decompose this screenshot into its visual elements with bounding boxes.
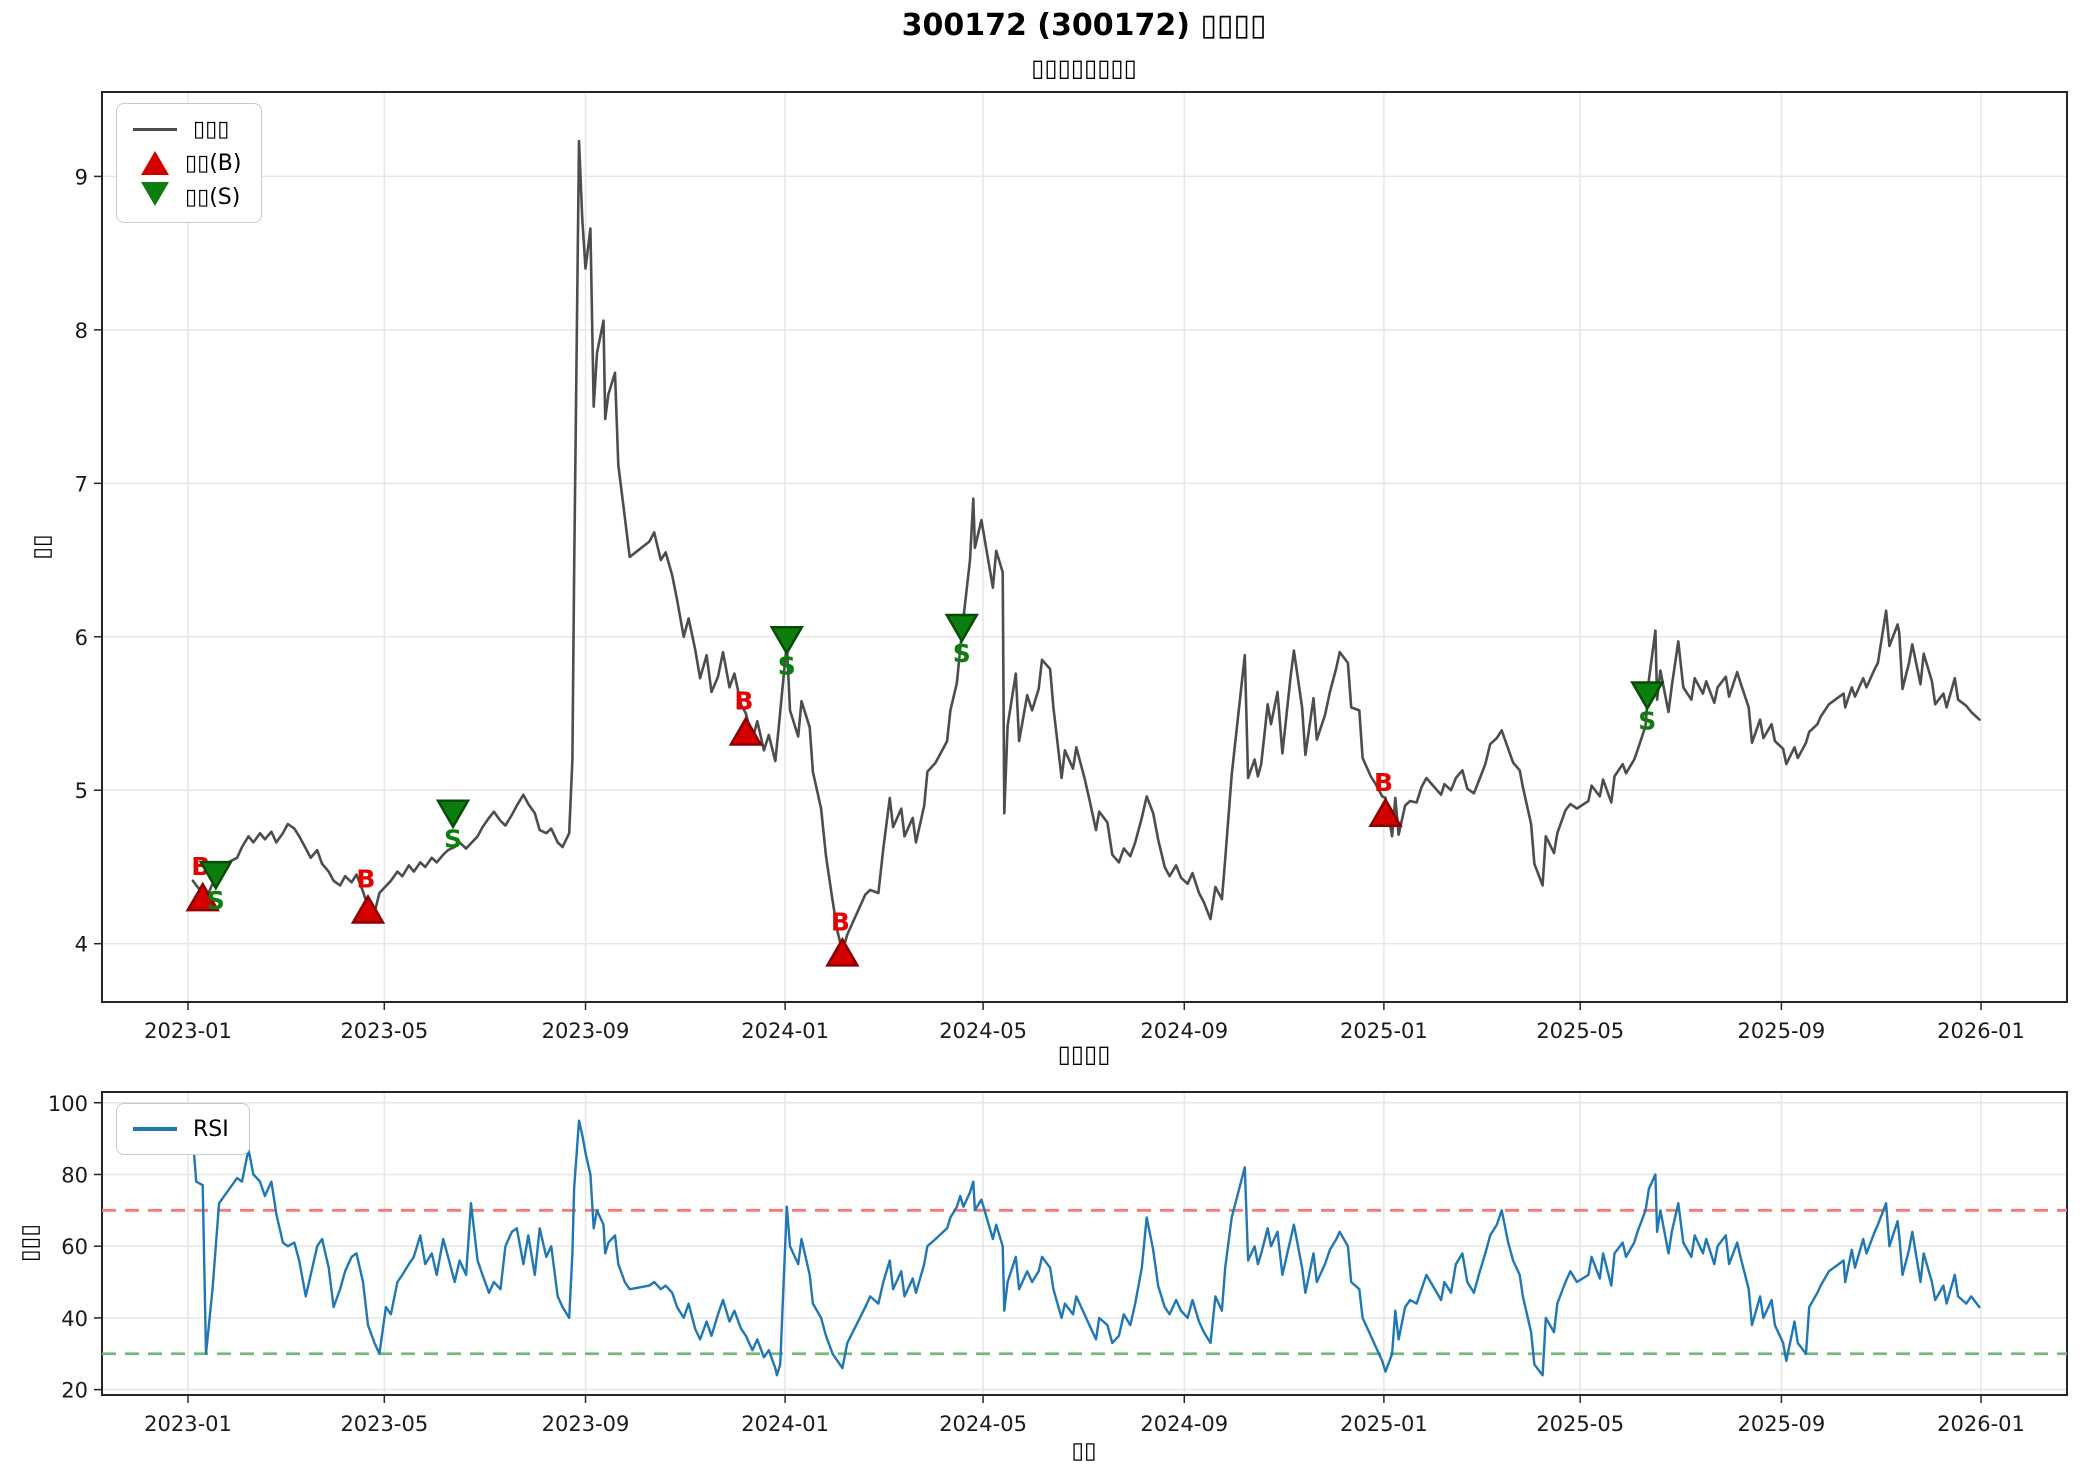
sell-label: S bbox=[444, 825, 462, 854]
buy-marker bbox=[1368, 797, 1403, 828]
price-legend: ▯▯▯ ▯▯(B) ▯▯(S) bbox=[116, 103, 263, 223]
x-tick-label: 2025-01 bbox=[1340, 1412, 1428, 1436]
date-xlabel: ▯▯ bbox=[1071, 1438, 1097, 1464]
y-tick-label: 9 bbox=[75, 165, 88, 189]
x-tick-label: 2023-05 bbox=[340, 1019, 428, 1043]
y-tick-label: 80 bbox=[61, 1163, 88, 1187]
rsi-ylabel: ▯▯▯ bbox=[17, 1224, 43, 1262]
sell-label: S bbox=[953, 639, 971, 668]
rsi-line-sample-icon bbox=[133, 1127, 177, 1131]
x-tick-label: 2023-09 bbox=[542, 1019, 630, 1043]
sell-marker bbox=[944, 613, 979, 644]
x-tick-label: 2023-09 bbox=[542, 1412, 630, 1436]
x-tick-label: 2026-01 bbox=[1937, 1412, 2025, 1436]
x-tick-label: 2024-09 bbox=[1140, 1019, 1228, 1043]
buy-marker bbox=[185, 881, 220, 912]
buy-marker bbox=[728, 715, 764, 746]
sell-marker bbox=[769, 626, 804, 656]
x-tick-label: 2025-05 bbox=[1536, 1412, 1624, 1436]
x-tick-label: 2023-05 bbox=[340, 1412, 428, 1436]
rsi-chart-title: ▯▯▯▯ bbox=[1057, 1040, 1111, 1068]
price-chart-title: ▯▯▯▯▯▯▯▯ bbox=[1031, 54, 1137, 82]
y-tick-label: 100 bbox=[48, 1092, 88, 1116]
sell-triangle-icon bbox=[141, 182, 169, 206]
y-tick-label: 4 bbox=[75, 933, 88, 957]
figure-title: 300172 (300172) ▯▯▯▯ bbox=[901, 8, 1267, 43]
y-tick-label: 60 bbox=[61, 1235, 88, 1259]
y-tick-label: 7 bbox=[75, 472, 88, 496]
axes-frame bbox=[101, 1091, 2068, 1396]
legend-label-rsi: RSI bbox=[193, 1116, 229, 1142]
buy-marker bbox=[825, 936, 860, 967]
legend-label-buy: ▯▯(B) bbox=[185, 150, 242, 176]
price-line bbox=[191, 139, 1981, 953]
buy-label: B bbox=[734, 686, 753, 715]
x-tick-label: 2023-01 bbox=[144, 1412, 232, 1436]
rsi-line bbox=[191, 1119, 1981, 1377]
x-tick-label: 2024-05 bbox=[939, 1412, 1027, 1436]
sell-marker bbox=[1630, 681, 1665, 712]
axes-frame bbox=[101, 91, 2068, 1003]
x-tick-label: 2024-05 bbox=[939, 1019, 1027, 1043]
buy-label: B bbox=[1374, 768, 1393, 797]
buy-marker bbox=[350, 893, 386, 924]
y-tick-label: 20 bbox=[61, 1379, 88, 1403]
legend-item-sell: ▯▯(S) bbox=[133, 182, 241, 212]
x-tick-label: 2025-05 bbox=[1536, 1019, 1624, 1043]
x-tick-label: 2024-01 bbox=[741, 1412, 829, 1436]
legend-item-close: ▯▯▯ bbox=[133, 114, 241, 144]
price-ylabel: ▯▯ bbox=[29, 534, 55, 560]
legend-item-buy: ▯▯(B) bbox=[133, 148, 241, 178]
buy-triangle-icon bbox=[141, 151, 169, 175]
rsi-plot-area: 2023-01 2023-05 2023-09 2024-01 2024-05 2024-… bbox=[48, 1091, 2068, 1436]
x-tick-label: 2024-09 bbox=[1140, 1412, 1228, 1436]
y-tick-label: 8 bbox=[75, 319, 88, 343]
sell-label: S bbox=[1638, 707, 1656, 736]
sell-label: S bbox=[207, 886, 225, 915]
buy-label: B bbox=[356, 864, 375, 893]
x-tick-label: 2025-09 bbox=[1738, 1019, 1826, 1043]
y-tick-label: 5 bbox=[75, 779, 88, 803]
close-line-sample-icon bbox=[133, 127, 177, 131]
y-tick-label: 6 bbox=[75, 626, 88, 650]
sell-label: S bbox=[778, 651, 796, 680]
x-tick-label: 2024-01 bbox=[741, 1019, 829, 1043]
x-tick-label: 2025-01 bbox=[1340, 1019, 1428, 1043]
sell-marker bbox=[435, 799, 471, 830]
price-plot-area: 2023-01 2023-05 2023-09 2024-01 2024-05 2024-… bbox=[75, 91, 2068, 1043]
legend-label-sell: ▯▯(S) bbox=[185, 184, 241, 210]
legend-item-rsi: RSI bbox=[133, 1114, 229, 1144]
buy-label: B bbox=[191, 852, 210, 881]
x-tick-label: 2026-01 bbox=[1937, 1019, 2025, 1043]
buy-label: B bbox=[831, 907, 850, 936]
y-tick-label: 40 bbox=[61, 1307, 88, 1331]
rsi-legend: RSI bbox=[116, 1103, 250, 1155]
legend-label-close: ▯▯▯ bbox=[193, 116, 230, 142]
sell-marker bbox=[198, 860, 233, 891]
x-tick-label: 2025-09 bbox=[1738, 1412, 1826, 1436]
x-tick-label: 2023-01 bbox=[144, 1019, 232, 1043]
